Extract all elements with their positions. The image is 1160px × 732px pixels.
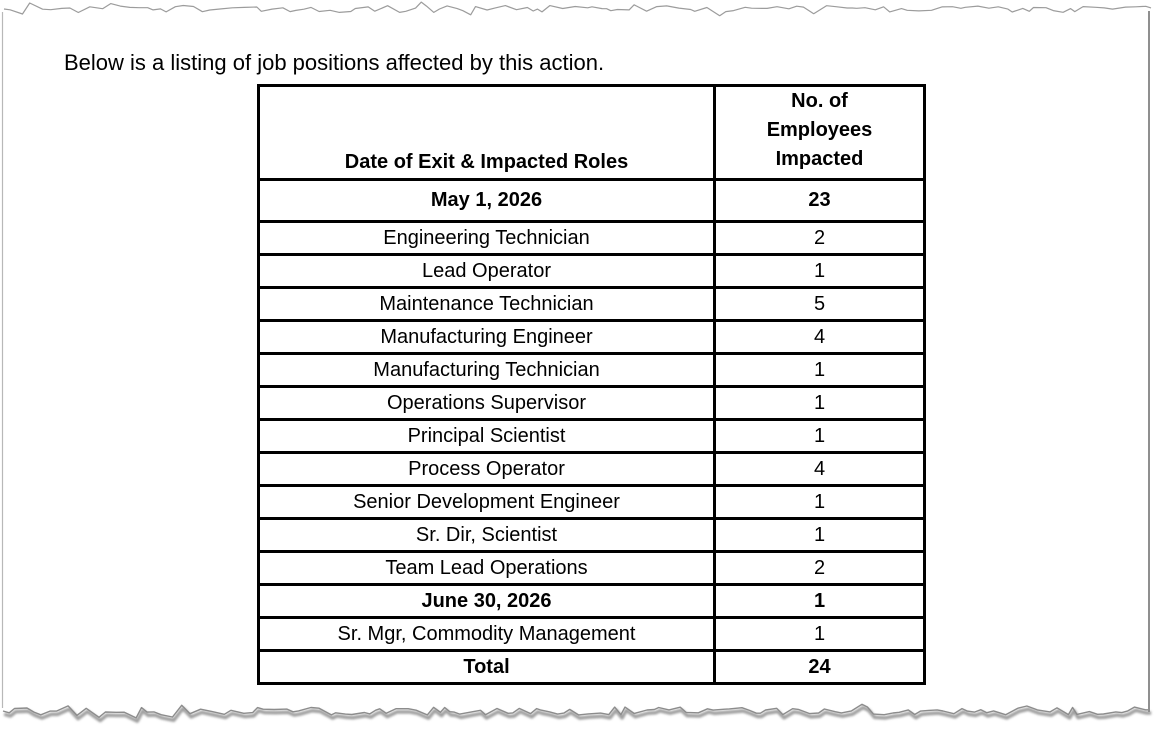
role-row: Operations Supervisor 1 [257, 385, 926, 421]
role-cell: Engineering Technician [257, 220, 716, 256]
total-count-cell: 24 [713, 649, 926, 685]
date-row: May 1, 2026 23 [257, 178, 926, 223]
role-cell: Sr. Mgr, Commodity Management [257, 616, 716, 652]
role-cell: Manufacturing Engineer [257, 319, 716, 355]
role-row: Sr. Mgr, Commodity Management 1 [257, 616, 926, 652]
column-header-count: No. of Employees Impacted [713, 84, 926, 181]
total-row: Total 24 [257, 649, 926, 685]
role-row: Process Operator 4 [257, 451, 926, 487]
torn-edge-bottom-shadow [3, 705, 1152, 723]
table-header-row: Date of Exit & Impacted Roles No. of Emp… [257, 84, 926, 181]
date-cell: May 1, 2026 [257, 178, 716, 223]
role-count-cell: 2 [713, 220, 926, 256]
role-cell: Principal Scientist [257, 418, 716, 454]
role-row: Manufacturing Engineer 4 [257, 319, 926, 355]
role-cell: Maintenance Technician [257, 286, 716, 322]
role-count-cell: 1 [713, 385, 926, 421]
role-cell: Senior Development Engineer [257, 484, 716, 520]
role-row: Senior Development Engineer 1 [257, 484, 926, 520]
role-count-cell: 5 [713, 286, 926, 322]
role-row: Manufacturing Technician 1 [257, 352, 926, 388]
date-count-cell: 23 [713, 178, 926, 223]
role-count-cell: 1 [713, 616, 926, 652]
role-row: Maintenance Technician 5 [257, 286, 926, 322]
role-count-cell: 2 [713, 550, 926, 586]
role-cell: Sr. Dir, Scientist [257, 517, 716, 553]
table-body: May 1, 2026 23 Engineering Technician 2 Lead… [257, 178, 926, 685]
role-count-cell: 4 [713, 451, 926, 487]
intro-text: Below is a listing of job positions affe… [64, 50, 605, 75]
role-row: Lead Operator 1 [257, 253, 926, 289]
role-cell: Manufacturing Technician [257, 352, 716, 388]
role-cell: Team Lead Operations [257, 550, 716, 586]
role-cell: Process Operator [257, 451, 716, 487]
role-count-cell: 1 [713, 484, 926, 520]
role-count-cell: 1 [713, 352, 926, 388]
role-count-cell: 1 [713, 253, 926, 289]
role-row: Principal Scientist 1 [257, 418, 926, 454]
role-count-cell: 1 [713, 418, 926, 454]
date-count-cell: 1 [713, 583, 926, 619]
torn-edge-bottom [2, 703, 1150, 719]
total-label-cell: Total [257, 649, 716, 685]
role-cell: Lead Operator [257, 253, 716, 289]
role-row: Sr. Dir, Scientist 1 [257, 517, 926, 553]
date-cell: June 30, 2026 [257, 583, 716, 619]
date-row: June 30, 2026 1 [257, 583, 926, 619]
positions-table: Date of Exit & Impacted Roles No. of Emp… [257, 84, 926, 685]
torn-edge-top [3, 1, 1152, 17]
role-count-cell: 4 [713, 319, 926, 355]
role-cell: Operations Supervisor [257, 385, 716, 421]
column-header-roles: Date of Exit & Impacted Roles [257, 84, 716, 181]
role-count-cell: 1 [713, 517, 926, 553]
role-row: Team Lead Operations 2 [257, 550, 926, 586]
role-row: Engineering Technician 2 [257, 220, 926, 256]
